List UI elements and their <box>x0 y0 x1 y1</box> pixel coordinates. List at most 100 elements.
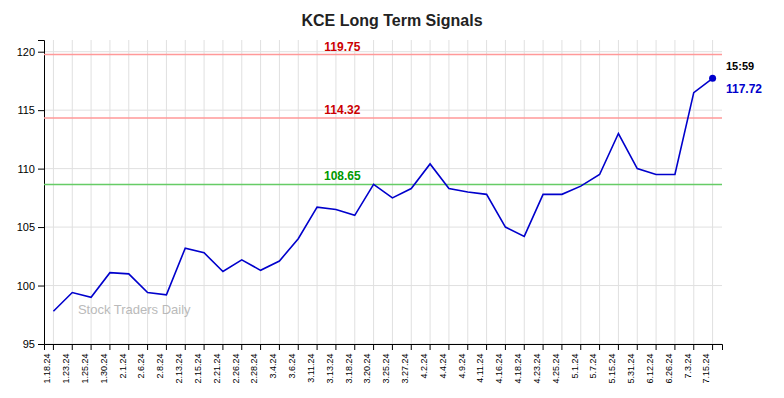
x-tick: 3.11.24 <box>306 344 317 383</box>
x-tick: 5.15.24 <box>607 344 618 383</box>
reference-line <box>44 117 722 119</box>
y-tick: 100 <box>17 280 44 292</box>
last-time-label: 15:59 <box>726 60 754 72</box>
x-tick: 2.21.24 <box>212 344 223 383</box>
y-axis-line <box>38 41 45 345</box>
price-line <box>53 78 712 311</box>
x-tick-mark <box>430 344 431 350</box>
grid-line-x <box>128 40 129 344</box>
x-tick-mark <box>448 344 449 350</box>
x-tick: 3.6.24 <box>287 344 298 378</box>
x-tick-mark <box>147 344 148 350</box>
grid-line-x <box>241 40 242 344</box>
x-tick-label: 5.7.24 <box>588 353 598 378</box>
y-tick: 110 <box>17 163 44 175</box>
x-tick-mark <box>467 344 468 350</box>
x-tick: 7.3.24 <box>683 344 694 378</box>
x-tick: 2.13.24 <box>174 344 185 383</box>
x-tick-mark <box>204 344 205 350</box>
x-tick: 4.9.24 <box>457 344 468 378</box>
grid-line-x <box>561 40 562 344</box>
marks <box>44 55 722 312</box>
x-tick-mark <box>109 344 110 350</box>
x-axis: 1.18.241.23.241.25.241.30.242.1.242.6.24… <box>42 344 722 383</box>
watermark: Stock Traders Daily <box>78 302 191 317</box>
x-tick-mark <box>392 344 393 350</box>
y-tick-mark <box>38 344 44 345</box>
plot: 1.18.241.23.241.25.241.30.242.1.242.6.24… <box>17 40 763 384</box>
reference-line <box>44 184 722 186</box>
x-tick: 3.27.24 <box>400 344 411 383</box>
x-tick: 4.16.24 <box>494 344 505 383</box>
grid-line-x <box>166 40 167 344</box>
x-tick-mark <box>618 344 619 350</box>
title: KCE Long Term Signals <box>301 12 482 29</box>
x-tick-mark <box>354 344 355 350</box>
x-tick-label: 2.28.24 <box>249 353 259 383</box>
grid-line-y <box>44 227 722 228</box>
y-axis: 95100105110115120 <box>17 41 45 351</box>
grid-line-x <box>486 40 487 344</box>
last-price-label: 117.72 <box>726 82 762 96</box>
grid-line-x <box>392 40 393 344</box>
x-tick: 6.26.24 <box>664 344 675 383</box>
x-tick-mark <box>222 344 223 350</box>
x-tick-label: 1.25.24 <box>80 353 90 383</box>
x-tick-label: 3.20.24 <box>362 353 372 383</box>
x-tick: 3.20.24 <box>362 344 373 383</box>
x-tick: 1.25.24 <box>80 344 91 383</box>
x-tick: 4.23.24 <box>532 344 543 383</box>
x-tick-label: 2.1.24 <box>118 353 128 378</box>
x-tick-mark <box>486 344 487 350</box>
reference-label: 108.65 <box>324 169 361 183</box>
reference-label: 119.75 <box>324 40 360 54</box>
y-tick-label: 115 <box>17 104 35 116</box>
y-tick-label: 110 <box>17 163 35 175</box>
x-tick-label: 4.9.24 <box>457 353 467 378</box>
grid-line-x <box>279 40 280 344</box>
x-tick-mark <box>580 344 581 350</box>
x-tick-label: 7.15.24 <box>701 353 711 383</box>
x-tick-label: 3.18.24 <box>344 353 354 383</box>
grid-line-x <box>524 40 525 344</box>
grid-line-x <box>618 40 619 344</box>
y-tick: 105 <box>17 221 44 233</box>
chart: KCE Long Term Signals1.18.241.23.241.25.… <box>0 0 784 398</box>
x-tick-mark <box>505 344 506 350</box>
x-tick-label: 3.27.24 <box>400 353 410 383</box>
x-tick-label: 2.13.24 <box>174 353 184 383</box>
last-price-dot <box>709 75 716 82</box>
x-tick: 5.1.24 <box>570 344 581 378</box>
grid-line-x <box>637 40 638 344</box>
x-tick-label: 1.30.24 <box>99 353 109 383</box>
x-tick-mark <box>166 344 167 350</box>
grid-line-y <box>44 285 722 286</box>
x-tick-mark <box>373 344 374 350</box>
x-tick-mark <box>674 344 675 350</box>
grid-line-x <box>411 40 412 344</box>
x-tick: 4.4.24 <box>438 344 449 378</box>
y-tick-mark <box>38 169 44 170</box>
x-tick-mark <box>637 344 638 350</box>
x-tick: 4.2.24 <box>419 344 430 378</box>
grid-line-x <box>298 40 299 344</box>
x-tick-label: 5.15.24 <box>607 353 617 383</box>
x-tick-label: 3.13.24 <box>325 353 335 383</box>
x-tick: 3.4.24 <box>268 344 279 378</box>
y-tick-label: 120 <box>17 46 35 58</box>
grid-line-x <box>335 40 336 344</box>
grid-line-x <box>354 40 355 344</box>
grid-line-x <box>222 40 223 344</box>
x-tick-label: 2.21.24 <box>212 353 222 383</box>
x-tick: 7.15.24 <box>701 344 712 383</box>
x-tick-label: 6.12.24 <box>645 353 655 383</box>
x-tick-mark <box>317 344 318 350</box>
y-tick-mark <box>38 52 44 53</box>
grid-line-y <box>44 51 722 52</box>
x-tick-mark <box>411 344 412 350</box>
x-tick-mark <box>260 344 261 350</box>
grid-line-x <box>147 40 148 344</box>
grid-line-x <box>430 40 431 344</box>
x-tick-label: 4.11.24 <box>475 353 485 382</box>
x-tick: 4.18.24 <box>513 344 524 383</box>
